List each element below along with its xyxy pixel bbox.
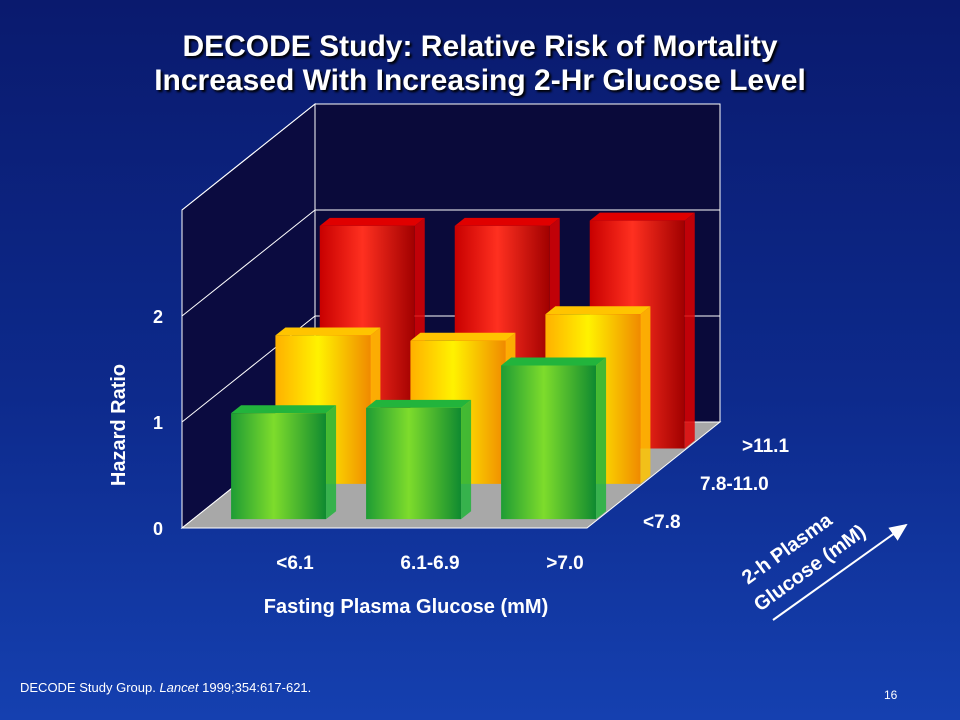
bar-top: [366, 399, 472, 408]
citation-journal: Lancet: [159, 680, 199, 695]
bar-top: [589, 212, 695, 221]
bar: [366, 399, 472, 520]
bar-front: [501, 365, 597, 520]
citation-ref: 1999;354:617-621.: [198, 680, 312, 695]
bar: [231, 405, 337, 520]
x-tick-label: >7.0: [546, 553, 584, 574]
bar-top: [545, 306, 651, 315]
bar-front: [231, 413, 327, 520]
bar-top: [319, 217, 425, 226]
title-line-1: DECODE Study: Relative Risk of Mortality: [182, 30, 778, 63]
page-number: 16: [884, 688, 898, 702]
x-axis-title: Fasting Plasma Glucose (mM): [264, 596, 549, 618]
depth-tick-label: <7.8: [643, 512, 681, 533]
citation: DECODE Study Group. Lancet 1999;354:617-…: [20, 680, 311, 695]
y-tick-label: 2: [153, 307, 163, 327]
bar-side: [640, 306, 651, 484]
bar-front: [366, 407, 462, 520]
depth-axis-arrow: [772, 523, 908, 621]
depth-tick-label: 7.8-11.0: [700, 474, 769, 495]
y-axis-title: Hazard Ratio: [108, 364, 130, 486]
slide-title: DECODE Study: Relative Risk of Mortality…: [0, 30, 960, 98]
depth-tick-label: >11.1: [742, 436, 789, 457]
bar-top: [231, 405, 337, 414]
title-line-2: Increased With Increasing 2-Hr Glucose L…: [154, 64, 806, 97]
bar: [501, 357, 607, 520]
bar-side: [326, 405, 337, 520]
bar-side: [461, 399, 472, 520]
y-tick-label: 0: [153, 519, 163, 539]
bar-top: [454, 217, 560, 226]
gridline: [181, 209, 720, 317]
y-tick-label: 1: [153, 413, 163, 433]
bar-top: [275, 327, 381, 336]
bar-side: [684, 212, 695, 449]
x-tick-label: <6.1: [276, 553, 314, 574]
bar-side: [596, 357, 607, 520]
bar-top: [410, 332, 516, 341]
bar-top: [501, 357, 607, 366]
x-tick-label: 6.1-6.9: [400, 553, 459, 574]
citation-authors: DECODE Study Group.: [20, 680, 160, 695]
gridline: [181, 103, 720, 211]
